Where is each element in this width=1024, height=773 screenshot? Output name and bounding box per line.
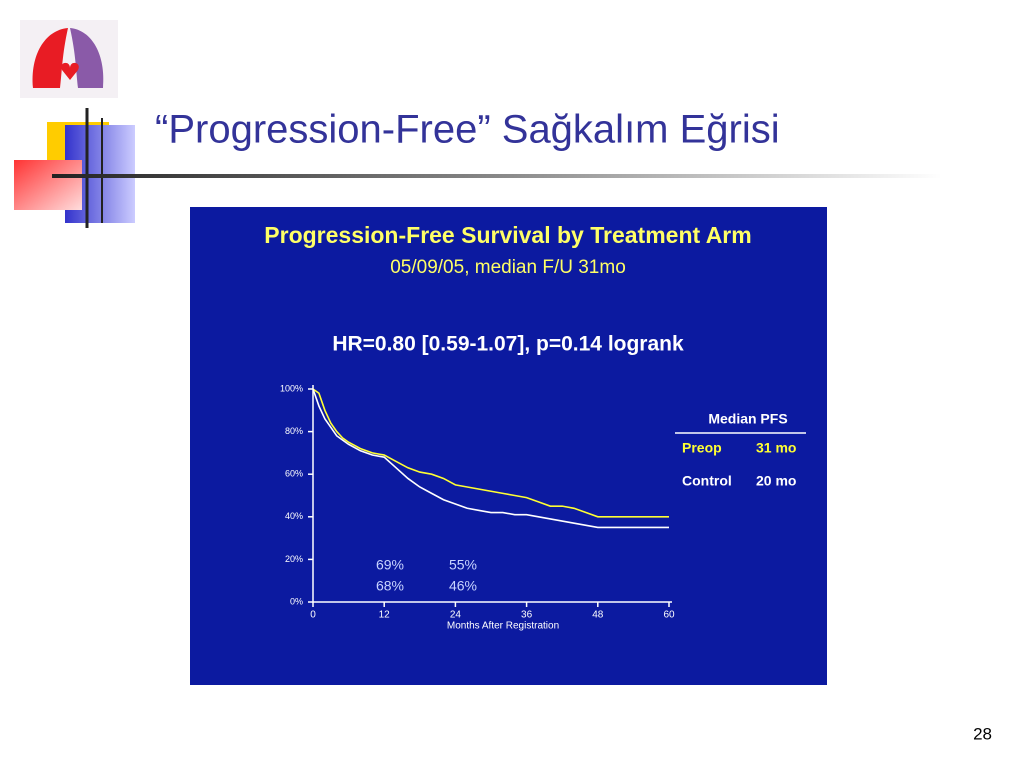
series-line xyxy=(312,388,669,518)
x-tick-label: 0 xyxy=(310,610,316,621)
page-number: 28 xyxy=(973,724,992,743)
y-tick-label: 20% xyxy=(285,554,303,564)
y-tick-label: 0% xyxy=(290,596,303,606)
table-cell: 20 mo xyxy=(756,473,796,489)
landmark-label: 55% xyxy=(449,557,477,573)
slide-title: “Progression-Free” Sağkalım Eğrisi xyxy=(155,108,780,152)
table-header: Median PFS xyxy=(708,411,787,427)
y-tick-label: 80% xyxy=(285,426,303,436)
landmark-label: 68% xyxy=(376,578,404,594)
x-tick-label: 60 xyxy=(663,610,675,621)
landmark-label: 46% xyxy=(449,578,477,594)
logo xyxy=(20,20,118,98)
x-tick-label: 24 xyxy=(450,610,462,621)
chart-annotation: HR=0.80 [0.59-1.07], p=0.14 logrank xyxy=(332,333,684,356)
chart-subtitle: 05/09/05, median F/U 31mo xyxy=(390,257,626,278)
decoration xyxy=(14,108,942,228)
x-tick-label: 36 xyxy=(521,610,533,621)
table-cell: Control xyxy=(682,473,732,489)
landmark-label: 69% xyxy=(376,557,404,573)
table-cell: Preop xyxy=(682,440,722,456)
y-tick-label: 100% xyxy=(280,383,303,393)
table-cell: 31 mo xyxy=(756,440,796,456)
x-tick-label: 48 xyxy=(592,610,604,621)
y-tick-label: 60% xyxy=(285,469,303,479)
y-tick-label: 40% xyxy=(285,511,303,521)
median-table: Median PFS Preop 31 mo Control 20 mo xyxy=(675,411,806,489)
chart-background xyxy=(190,207,827,685)
chart-title: Progression-Free Survival by Treatment A… xyxy=(264,222,751,248)
x-axis-title: Months After Registration xyxy=(447,621,559,632)
series-line xyxy=(312,388,669,529)
x-tick-label: 12 xyxy=(379,610,391,621)
